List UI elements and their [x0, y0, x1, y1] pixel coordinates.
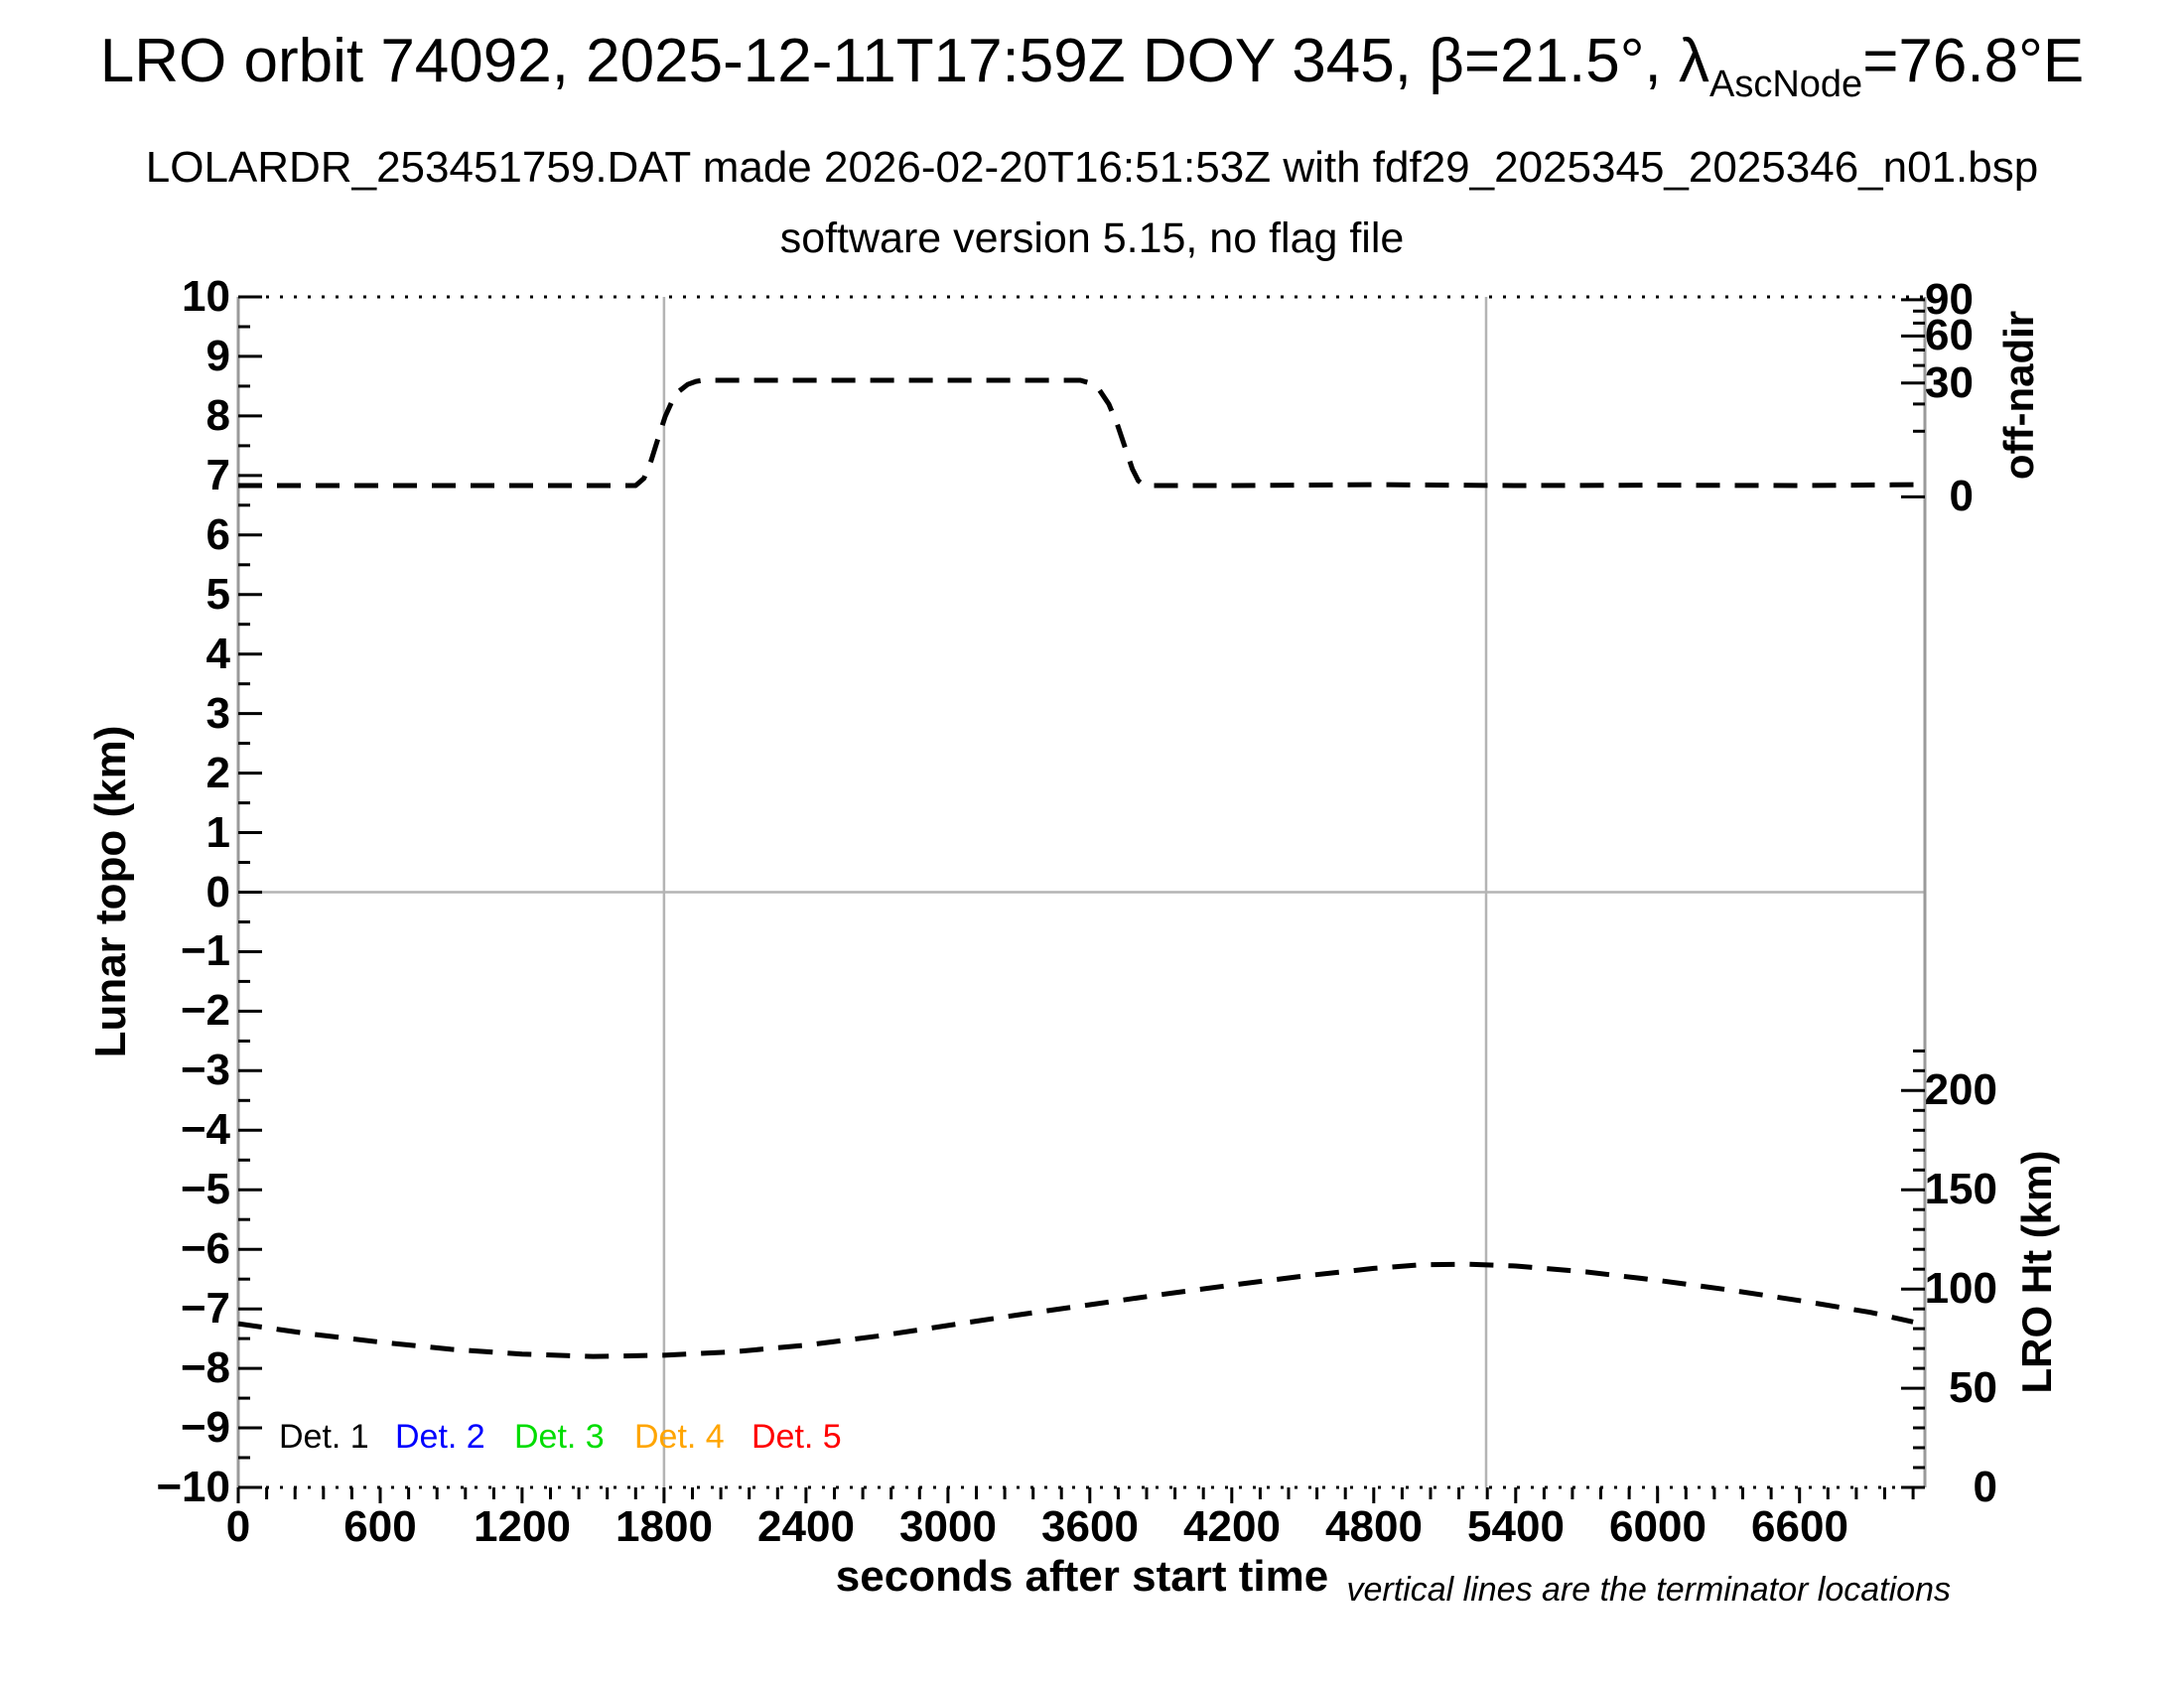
x-tick-label: 6600	[1751, 1502, 1848, 1551]
x-tick-label: 4200	[1183, 1502, 1281, 1551]
y-left-tick-label: −7	[180, 1284, 230, 1333]
y-left-tick-label: 7	[205, 451, 230, 499]
y-left-tick-label: −3	[180, 1046, 230, 1094]
x-tick-label: 5400	[1467, 1502, 1565, 1551]
y-left-tick-label: 5	[205, 570, 230, 619]
x-tick-label: 600	[343, 1502, 417, 1551]
lro-height-curve	[237, 1261, 1914, 1359]
x-tick-label: 1800	[615, 1502, 713, 1551]
y-axis-title-left: Lunar topo (km)	[86, 725, 135, 1058]
y-left-tick-label: 1	[205, 808, 230, 857]
off-nadir-tick-label: 30	[1925, 358, 1974, 407]
y-left-tick-label: −5	[180, 1165, 230, 1213]
x-tick-label: 6000	[1609, 1502, 1706, 1551]
x-tick-label: 3600	[1041, 1502, 1139, 1551]
lro-ht-tick-label: 0	[1973, 1463, 1997, 1511]
title-prefix: LRO orbit 74092, 2025-12-11T17:59Z DOY 3…	[99, 27, 1709, 95]
lro-ht-tick-label: 50	[1949, 1363, 1997, 1412]
legend-item-det-4: Det. 4	[634, 1418, 725, 1456]
x-axis-title: seconds after start time	[835, 1552, 1329, 1601]
y-left-tick-label: −9	[180, 1403, 230, 1452]
legend-item-det-2: Det. 2	[395, 1418, 485, 1456]
y-left-tick-label: 4	[205, 630, 230, 678]
x-tick-label: 2400	[757, 1502, 855, 1551]
title-subscript: AscNode	[1708, 64, 1863, 105]
y-left-tick-label: 0	[205, 868, 230, 916]
off-nadir-tick-label: 0	[1949, 472, 1974, 520]
off-nadir-tick-label: 90	[1925, 275, 1974, 324]
y-left-tick-label: −10	[156, 1463, 230, 1511]
lro-ht-tick-label: 100	[1924, 1264, 1997, 1313]
x-tick-label: 0	[225, 1502, 251, 1551]
y-left-tick-label: 6	[205, 510, 230, 559]
y-left-tick-label: 2	[205, 749, 230, 797]
y-left-tick-label: 3	[205, 689, 230, 738]
y-left-tick-label: −1	[180, 926, 230, 975]
y-left-tick-label: 9	[205, 332, 230, 380]
off-nadir-curve	[238, 377, 1918, 489]
legend-item-det-5: Det. 5	[751, 1418, 842, 1456]
lro-ht-tick-label: 150	[1924, 1165, 1997, 1213]
legend-item-det-1: Det. 1	[279, 1418, 369, 1456]
x-tick-label: 3000	[899, 1502, 997, 1551]
page-subtitle: LOLARDR_253451759.DAT made 2026-02-20T16…	[145, 143, 2039, 192]
y-left-tick-label: 10	[182, 272, 230, 321]
lro-ht-tick-label: 200	[1924, 1065, 1997, 1114]
off-nadir-tick-label: 60	[1925, 311, 1974, 359]
y-left-tick-label: −6	[180, 1224, 230, 1273]
y-axis-title-off-nadir: off-nadir	[1995, 310, 2042, 481]
y-left-tick-label: −8	[180, 1343, 230, 1392]
page-subtitle-2: software version 5.15, no flag file	[779, 214, 1405, 262]
terminator-footnote: vertical lines are the terminator locati…	[1346, 1571, 1952, 1609]
y-left-tick-label: 8	[205, 391, 230, 440]
legend-item-det-3: Det. 3	[514, 1418, 605, 1456]
title-suffix: =76.8°E	[1862, 27, 2085, 95]
y-left-tick-label: −2	[180, 986, 230, 1035]
y-left-tick-label: −4	[180, 1105, 230, 1154]
x-tick-label: 1200	[474, 1502, 571, 1551]
y-axis-title-lro-ht: LRO Ht (km)	[2013, 1150, 2060, 1394]
page-title: LRO orbit 74092, 2025-12-11T17:59Z DOY 3…	[0, 26, 2184, 106]
x-tick-label: 4800	[1325, 1502, 1423, 1551]
